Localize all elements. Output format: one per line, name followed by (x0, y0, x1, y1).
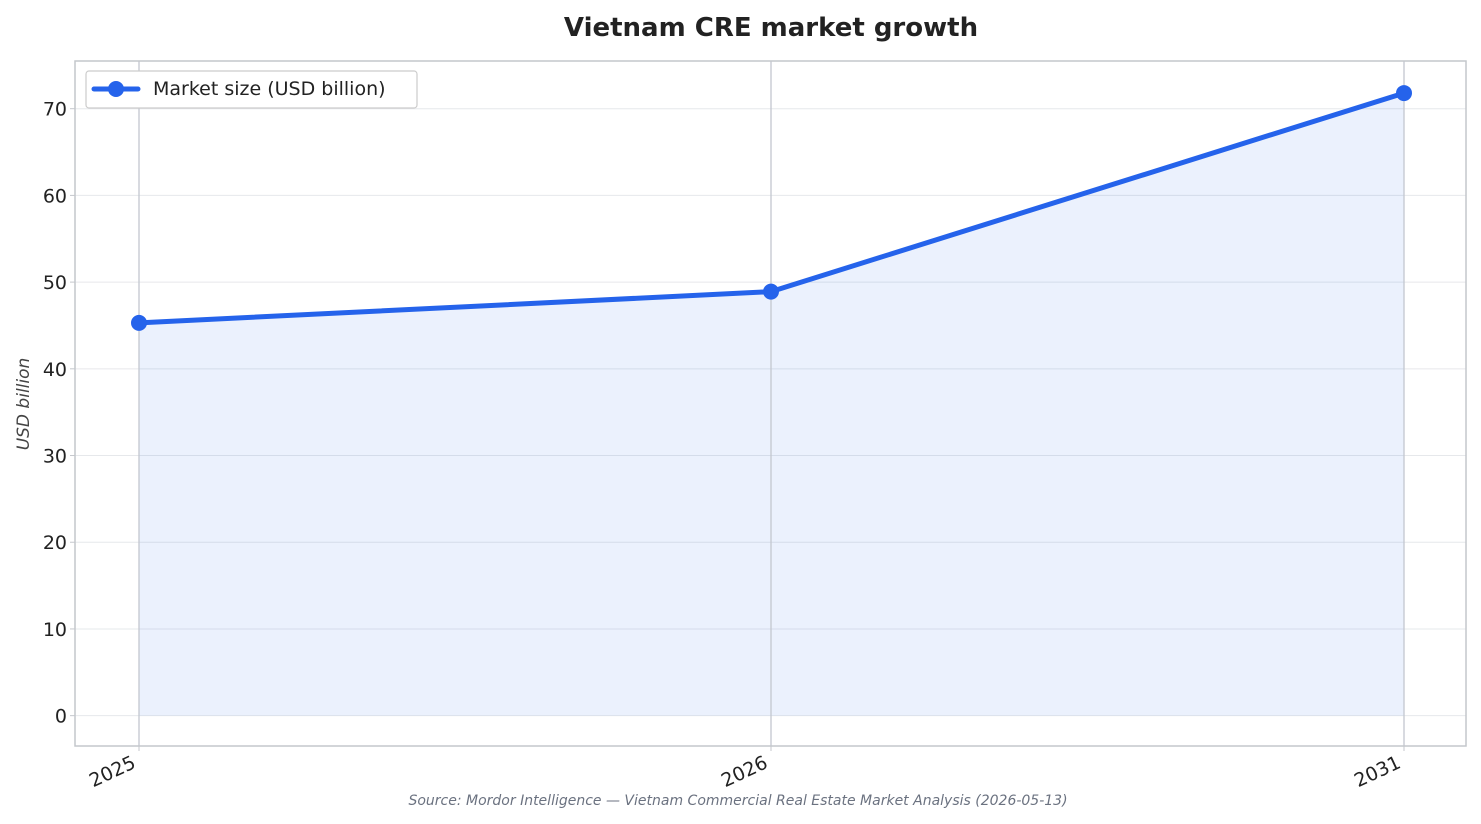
y-axis-label: USD billion (14, 358, 34, 451)
y-tick-label-3: 30 (43, 446, 67, 468)
x-grid (138, 61, 1405, 746)
source-note: Source: Mordor Intelligence — Vietnam Co… (408, 793, 1067, 809)
x-tick-label-0: 2025 (86, 752, 139, 792)
legend-label: Market size (USD billion) (153, 78, 386, 100)
x-tick-label-2: 2031 (1351, 752, 1404, 792)
data-point-2026 (763, 283, 779, 300)
y-tick-label-5: 50 (43, 272, 67, 294)
chart-title: Vietnam CRE market growth (564, 13, 978, 43)
data-point-2025 (131, 314, 147, 331)
y-tick-label-4: 40 (43, 359, 67, 381)
y-tick-label-7: 70 (43, 99, 67, 121)
y-ticks: 0 10 20 30 40 50 60 70 (43, 99, 75, 728)
legend-box (85, 70, 418, 109)
data-point-2031 (1396, 85, 1412, 102)
x-ticks: 2025 2026 2031 (86, 746, 1405, 792)
x-tick-label-1: 2026 (718, 752, 771, 792)
y-tick-label-1: 10 (43, 619, 67, 641)
y-tick-label-2: 20 (43, 532, 67, 554)
y-tick-label-6: 60 (43, 185, 67, 207)
y-tick-label-0: 0 (55, 706, 67, 728)
data-points (131, 85, 1412, 331)
legend-marker-swatch (108, 81, 124, 97)
legend: Market size (USD billion) (85, 70, 418, 109)
